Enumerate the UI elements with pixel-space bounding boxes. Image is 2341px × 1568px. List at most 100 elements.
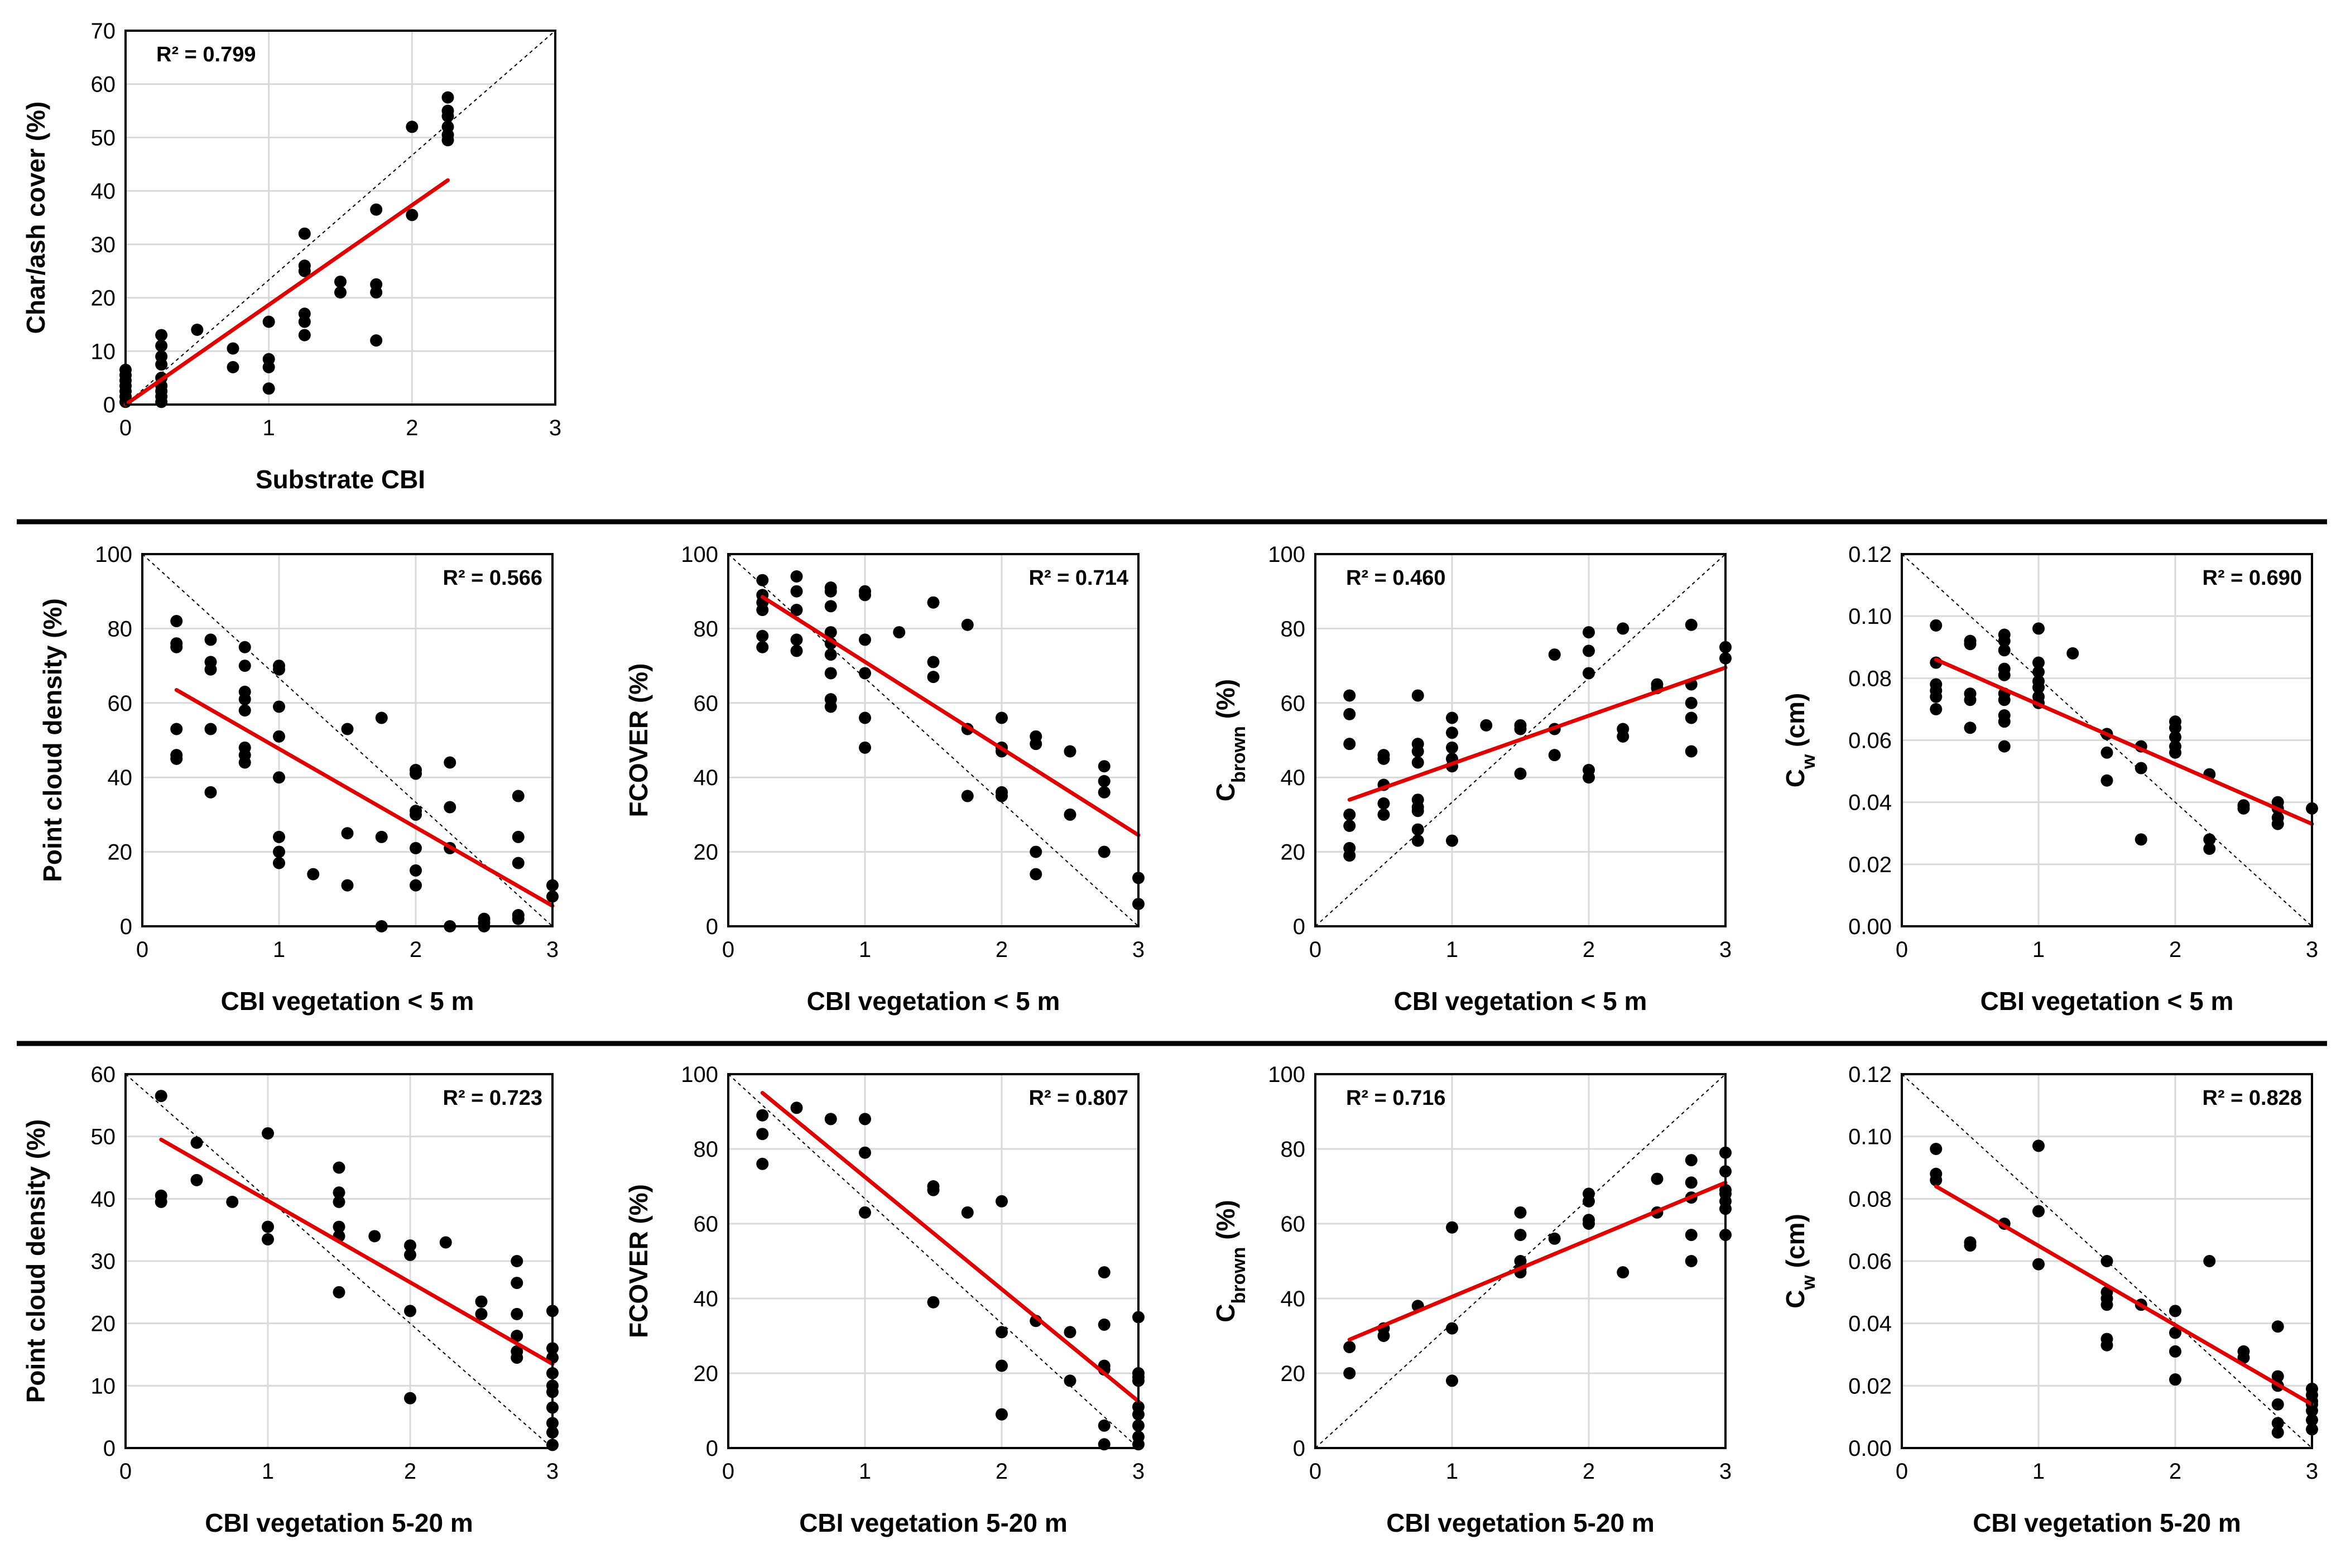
y-tick-label: 20 (694, 1362, 719, 1386)
data-point (404, 1248, 416, 1261)
x-axis-label: CBI vegetation 5-20 m (799, 1508, 1068, 1537)
y-axis-label-subscript: w (1798, 1275, 1819, 1291)
plot-frame (727, 1073, 1140, 1449)
data-point (191, 324, 204, 336)
data-point (2203, 843, 2216, 855)
data-point (756, 574, 769, 586)
y-tick-label: 40 (1281, 766, 1306, 790)
y-tick-label: 0.00 (1848, 1436, 1892, 1461)
x-tick-label: 0 (1896, 937, 1908, 962)
data-point (927, 1296, 940, 1309)
y-axis-label: Cbrown (%) (1211, 679, 1249, 802)
data-point (410, 864, 422, 877)
data-point (790, 585, 803, 598)
data-point (961, 1206, 974, 1219)
y-tick-label: 0.12 (1848, 1062, 1892, 1087)
data-point (226, 1195, 239, 1208)
y-tick-label: 0.06 (1848, 1249, 1892, 1274)
data-point (2032, 681, 2045, 694)
y-tick-label: 100 (1268, 542, 1305, 567)
data-point (1964, 694, 1977, 706)
x-tick-label: 1 (262, 1459, 274, 1484)
data-point (1617, 1266, 1629, 1279)
y-tick-label: 40 (108, 766, 133, 790)
r-squared-label: R² = 0.828 (2203, 1086, 2302, 1110)
data-point (2237, 802, 2250, 815)
data-point (341, 879, 354, 892)
data-point (756, 1157, 769, 1170)
x-axis-label: CBI vegetation 5-20 m (1973, 1508, 2241, 1537)
data-point (1998, 715, 2011, 728)
data-point (859, 741, 871, 754)
data-point (1548, 648, 1561, 661)
data-point (273, 845, 285, 858)
data-point (444, 756, 456, 769)
data-point (444, 801, 456, 814)
plot-frame (124, 30, 556, 406)
x-axis-label: CBI vegetation < 5 m (221, 987, 474, 1016)
data-point (1411, 834, 1424, 847)
y-axis-label: Cbrown (%) (1211, 1200, 1249, 1322)
y-tick-label: 60 (91, 1062, 116, 1087)
data-point (410, 767, 422, 780)
x-tick-label: 2 (410, 937, 422, 962)
data-point (790, 1102, 803, 1114)
data-point (170, 752, 183, 765)
y-axis-label-main: Point cloud density (%) (21, 1119, 50, 1403)
data-point (2066, 647, 2079, 660)
data-point (1411, 756, 1424, 769)
y-axis-label-subscript: brown (1228, 1247, 1249, 1304)
data-point (756, 1109, 769, 1122)
data-point (1411, 823, 1424, 836)
data-point (927, 596, 940, 609)
y-tick-label: 50 (91, 1125, 116, 1149)
data-point (1098, 1419, 1111, 1432)
data-point (2169, 1345, 2181, 1358)
data-point (404, 1305, 416, 1317)
chart-panel-g: 0 1 2 3 0 20 40 60 80 100 CBI vegetation 5-20 m FCO… (624, 1062, 1145, 1537)
y-tick-label: 0 (103, 393, 116, 417)
data-point (1480, 719, 1493, 732)
r-squared-label: R² = 0.714 (1029, 566, 1129, 590)
y-tick-label: 100 (1268, 1062, 1305, 1087)
x-tick-label: 2 (2169, 937, 2181, 962)
data-point (2271, 1426, 2284, 1439)
regression-line (159, 1137, 555, 1366)
x-tick-label: 2 (1583, 1459, 1595, 1484)
data-point (273, 700, 285, 713)
y-axis-label-main: C (1781, 1290, 1810, 1309)
r-squared-label: R² = 0.566 (443, 566, 543, 590)
regression-line (1934, 1184, 2314, 1407)
data-point (927, 656, 940, 668)
y-axis-label-main: C (1211, 1304, 1240, 1322)
data-point (404, 1239, 416, 1252)
data-point (2169, 1305, 2181, 1317)
data-point (1514, 1229, 1527, 1242)
x-axis-label: CBI vegetation < 5 m (1394, 987, 1647, 1016)
data-point (1064, 1374, 1076, 1387)
data-point (273, 771, 285, 784)
data-point (298, 259, 311, 272)
data-point (410, 808, 422, 821)
data-point (404, 1392, 416, 1405)
y-tick-label: 0 (706, 915, 718, 939)
regression-line (1347, 1180, 1728, 1342)
data-point (298, 307, 311, 320)
data-point (1446, 1221, 1458, 1234)
x-tick-label: 2 (996, 1459, 1008, 1484)
data-point (1098, 1318, 1111, 1331)
data-point (262, 353, 275, 365)
y-tick-label: 10 (91, 339, 116, 364)
chart-panel-d: 0 1 2 3 0 20 40 60 80 100 CBI vegetation < 5 m Cbro… (1211, 542, 1732, 1016)
y-axis-label-unit: (cm) (1781, 693, 1810, 754)
x-tick-label: 2 (406, 416, 418, 440)
data-point (511, 1351, 523, 1364)
y-tick-label: 30 (91, 233, 116, 257)
y-axis-label: Cw (cm) (1781, 693, 1819, 788)
data-point (2271, 817, 2284, 830)
data-point (1514, 723, 1527, 735)
data-point (341, 723, 354, 735)
y-tick-label: 80 (694, 617, 719, 641)
